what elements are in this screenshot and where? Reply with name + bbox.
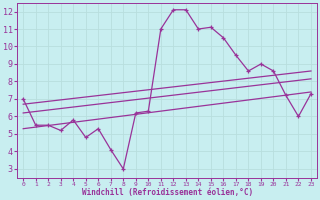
X-axis label: Windchill (Refroidissement éolien,°C): Windchill (Refroidissement éolien,°C) — [82, 188, 253, 197]
